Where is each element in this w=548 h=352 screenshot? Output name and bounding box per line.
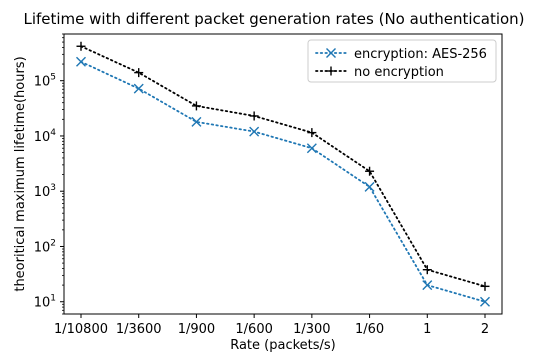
series-2 (76, 41, 490, 291)
legend-label: encryption: AES-256 (354, 47, 487, 62)
axes-frame (63, 33, 503, 315)
series-line (80, 45, 486, 288)
x-tick-label: 1 (423, 322, 431, 337)
legend-items: encryption: AES-256 no encryption (315, 47, 487, 80)
legend-marker (326, 48, 336, 58)
data-point (76, 56, 86, 67)
x-tick-label: 1/300 (293, 322, 330, 337)
y-tick-label: 104 (34, 128, 57, 145)
data-point (422, 280, 433, 291)
data-point (364, 181, 375, 192)
x-axis-label: Rate (packets/s) (230, 338, 336, 352)
plot-area (63, 33, 503, 315)
y-axis-label: theoritical maximum lifetime(hours) (13, 56, 28, 291)
x-tick-label: 1/900 (178, 322, 215, 337)
data-point (422, 265, 432, 275)
series-layer (76, 41, 490, 307)
y-axis: 101 102 103 104 105 (34, 33, 64, 315)
series-1 (76, 56, 490, 307)
data-point (191, 116, 202, 127)
x-tick-label: 1/600 (235, 322, 272, 337)
y-tick-label: 101 (34, 294, 56, 311)
data-point (480, 296, 490, 307)
chart-title: Lifetime with different packet generatio… (23, 10, 524, 28)
y-tick-label: 103 (34, 183, 56, 200)
x-tick-label: 1/60 (355, 322, 384, 337)
data-point (134, 68, 144, 78)
data-point (133, 83, 144, 94)
y-tick-label: 102 (34, 238, 56, 255)
x-tick-label: 2 (481, 322, 489, 337)
y-tick-label: 105 (34, 73, 56, 90)
data-point (76, 41, 86, 51)
data-point (307, 128, 317, 138)
legend-marker (326, 66, 336, 76)
legend-box (307, 39, 497, 83)
data-point (480, 281, 490, 291)
series-line (80, 60, 486, 303)
data-point (365, 166, 375, 176)
x-tick-label: 1/3600 (116, 322, 162, 337)
x-axis: 1/10800 1/3600 1/900 1/600 1/300 1/60 1 2 (54, 314, 489, 337)
data-point (249, 126, 260, 137)
legend-item: no encryption (315, 65, 444, 80)
data-point (191, 101, 201, 111)
legend-label: no encryption (354, 65, 444, 80)
x-tick-label: 1/10800 (54, 322, 108, 337)
legend: encryption: AES-256 no encryption (307, 39, 497, 83)
data-point (306, 143, 317, 154)
legend-item: encryption: AES-256 (315, 47, 487, 62)
data-point (249, 111, 259, 121)
